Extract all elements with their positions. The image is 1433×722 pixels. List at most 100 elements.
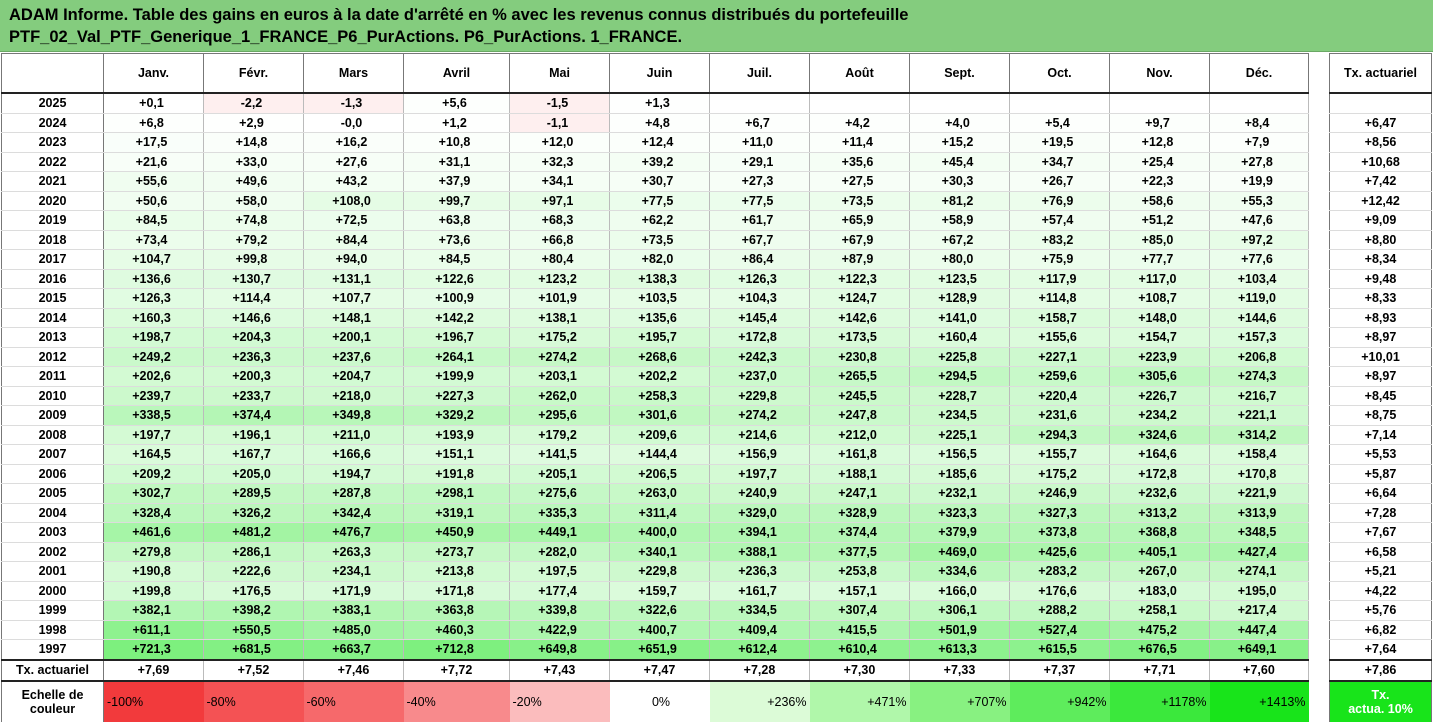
gain-cell: +211,0 xyxy=(303,425,404,445)
gain-cell: +67,7 xyxy=(709,230,810,250)
actuarial-rate-cell: +10,68 xyxy=(1329,152,1432,172)
gain-cell: +5,4 xyxy=(1009,113,1110,133)
year-cell: 2009 xyxy=(1,405,104,426)
gain-cell: +225,8 xyxy=(909,347,1010,367)
footer-rate-cell: +7,69 xyxy=(103,658,204,682)
gain-cell: +217,4 xyxy=(1209,600,1309,621)
gain-cell: +51,2 xyxy=(1109,210,1210,231)
actuarial-rate-cell: +8,93 xyxy=(1329,308,1432,328)
gain-cell: +175,2 xyxy=(1009,464,1110,484)
gain-cell: +12,4 xyxy=(609,132,710,153)
year-row: 2001 +190,8 +222,6 +234,1 +213,8 +197,5 +229,8… xyxy=(1,561,1309,582)
actuarial-rate-cell: +5,53 xyxy=(1329,444,1432,465)
actuarial-legend-line-2: actua. 10% xyxy=(1348,701,1413,716)
gain-cell: +142,6 xyxy=(809,308,910,328)
actuarial-rate-cell xyxy=(1329,93,1432,114)
gain-cell: +335,3 xyxy=(509,503,610,523)
year-row: 2009 +338,5 +374,4 +349,8 +329,2 +295,6 +301,6… xyxy=(1,405,1309,426)
gain-cell: +230,8 xyxy=(809,347,910,367)
year-row: 2002 +279,8 +286,1 +263,3 +273,7 +282,0 +340,1… xyxy=(1,542,1309,562)
gain-cell: +158,7 xyxy=(1009,308,1110,328)
gain-cell: +405,1 xyxy=(1109,542,1210,562)
year-row: 2024 +6,8 +2,9 -0,0 +1,2 -1,1 +4,8 +6,7 +4,2 +4,0… xyxy=(1,113,1309,133)
gain-cell: +34,7 xyxy=(1009,152,1110,172)
gain-cell: -1,5 xyxy=(509,93,610,114)
month-header: Nov. xyxy=(1109,53,1210,94)
month-header: Déc. xyxy=(1209,53,1309,94)
gain-cell: +171,8 xyxy=(403,581,510,601)
gain-cell: +94,0 xyxy=(303,249,404,270)
gain-cell: +649,1 xyxy=(1209,639,1309,660)
year-cell: 2025 xyxy=(1,93,104,114)
gain-cell: +65,9 xyxy=(809,210,910,231)
gain-cell: +77,7 xyxy=(1109,249,1210,270)
gain-cell: +449,1 xyxy=(509,522,610,543)
year-cell: 2012 xyxy=(1,347,104,367)
gain-cell: +274,2 xyxy=(509,347,610,367)
gain-cell: +34,1 xyxy=(509,171,610,192)
gain-cell: +294,3 xyxy=(1009,425,1110,445)
gain-cell: +66,8 xyxy=(509,230,610,250)
legend-swatch: +942% xyxy=(1009,680,1110,722)
gain-cell: +226,7 xyxy=(1109,386,1210,406)
gain-cell: +198,7 xyxy=(103,327,204,348)
gain-cell: +58,6 xyxy=(1109,191,1210,211)
legend-swatch: +471% xyxy=(809,680,910,722)
gain-cell: +82,0 xyxy=(609,249,710,270)
actuarial-rate-cell: +12,42 xyxy=(1329,191,1432,211)
gain-cell: +27,8 xyxy=(1209,152,1309,172)
gain-cell: +117,9 xyxy=(1009,269,1110,289)
gain-cell: +236,3 xyxy=(709,561,810,582)
gain-cell: +209,2 xyxy=(103,464,204,484)
actuarial-rate-cell: +8,33 xyxy=(1329,288,1432,309)
legend-swatch: -20% xyxy=(509,680,610,722)
title-line-2: PTF_02_Val_PTF_Generique_1_FRANCE_P6_Pur… xyxy=(9,28,683,46)
gain-cell: +87,9 xyxy=(809,249,910,270)
gain-cell: +461,6 xyxy=(103,522,204,543)
gain-cell: +273,7 xyxy=(403,542,510,562)
legend-swatch: +1178% xyxy=(1109,680,1210,722)
actuarial-header: Tx. actuariel xyxy=(1329,53,1432,94)
gain-cell: +144,4 xyxy=(609,444,710,465)
gain-cell: +141,5 xyxy=(509,444,610,465)
gain-cell: +232,1 xyxy=(909,483,1010,504)
gain-cell: +166,6 xyxy=(303,444,404,465)
gain-cell: +263,3 xyxy=(303,542,404,562)
gain-cell: +204,7 xyxy=(303,366,404,387)
gain-cell: +166,0 xyxy=(909,581,1010,601)
legend-swatch: +236% xyxy=(709,680,810,722)
gain-cell: -1,3 xyxy=(303,93,404,114)
actuarial-rate-cell: +7,64 xyxy=(1329,639,1432,660)
gain-cell: +338,5 xyxy=(103,405,204,426)
actuarial-rate-cell: +5,21 xyxy=(1329,561,1432,582)
gain-cell: +97,1 xyxy=(509,191,610,211)
gain-cell: +200,3 xyxy=(203,366,304,387)
gain-cell: +194,7 xyxy=(303,464,404,484)
gain-cell: +239,7 xyxy=(103,386,204,406)
year-row: 2006 +209,2 +205,0 +194,7 +191,8 +205,1 +206,5… xyxy=(1,464,1309,484)
gain-cell xyxy=(1009,93,1110,114)
gain-cell: +221,9 xyxy=(1209,483,1309,504)
footer-rate-cell: +7,72 xyxy=(403,658,510,682)
gain-cell: +322,6 xyxy=(609,600,710,621)
actuarial-total: +7,86 xyxy=(1329,658,1432,682)
gain-cell: +156,9 xyxy=(709,444,810,465)
year-row: 2008 +197,7 +196,1 +211,0 +193,9 +179,2 +209,6… xyxy=(1,425,1309,445)
gain-cell: +58,0 xyxy=(203,191,304,211)
gain-cell: +77,5 xyxy=(709,191,810,211)
month-header-row: Janv. Févr. Mars Avril Mai Juin Juil. Août Sept.… xyxy=(1,53,1309,94)
footer-rate-cell: +7,47 xyxy=(609,658,710,682)
gain-cell: +68,3 xyxy=(509,210,610,231)
gain-cell: +37,9 xyxy=(403,171,510,192)
gain-cell: +374,4 xyxy=(203,405,304,426)
gain-cell: +209,6 xyxy=(609,425,710,445)
gain-cell: +107,7 xyxy=(303,288,404,309)
gain-cell: +142,2 xyxy=(403,308,510,328)
gain-cell: +283,2 xyxy=(1009,561,1110,582)
footer-rate-cell: +7,33 xyxy=(909,658,1010,682)
gain-cell: +326,2 xyxy=(203,503,304,523)
gain-cell: +348,5 xyxy=(1209,522,1309,543)
gain-cell: +8,4 xyxy=(1209,113,1309,133)
gain-cell: +176,6 xyxy=(1009,581,1110,601)
